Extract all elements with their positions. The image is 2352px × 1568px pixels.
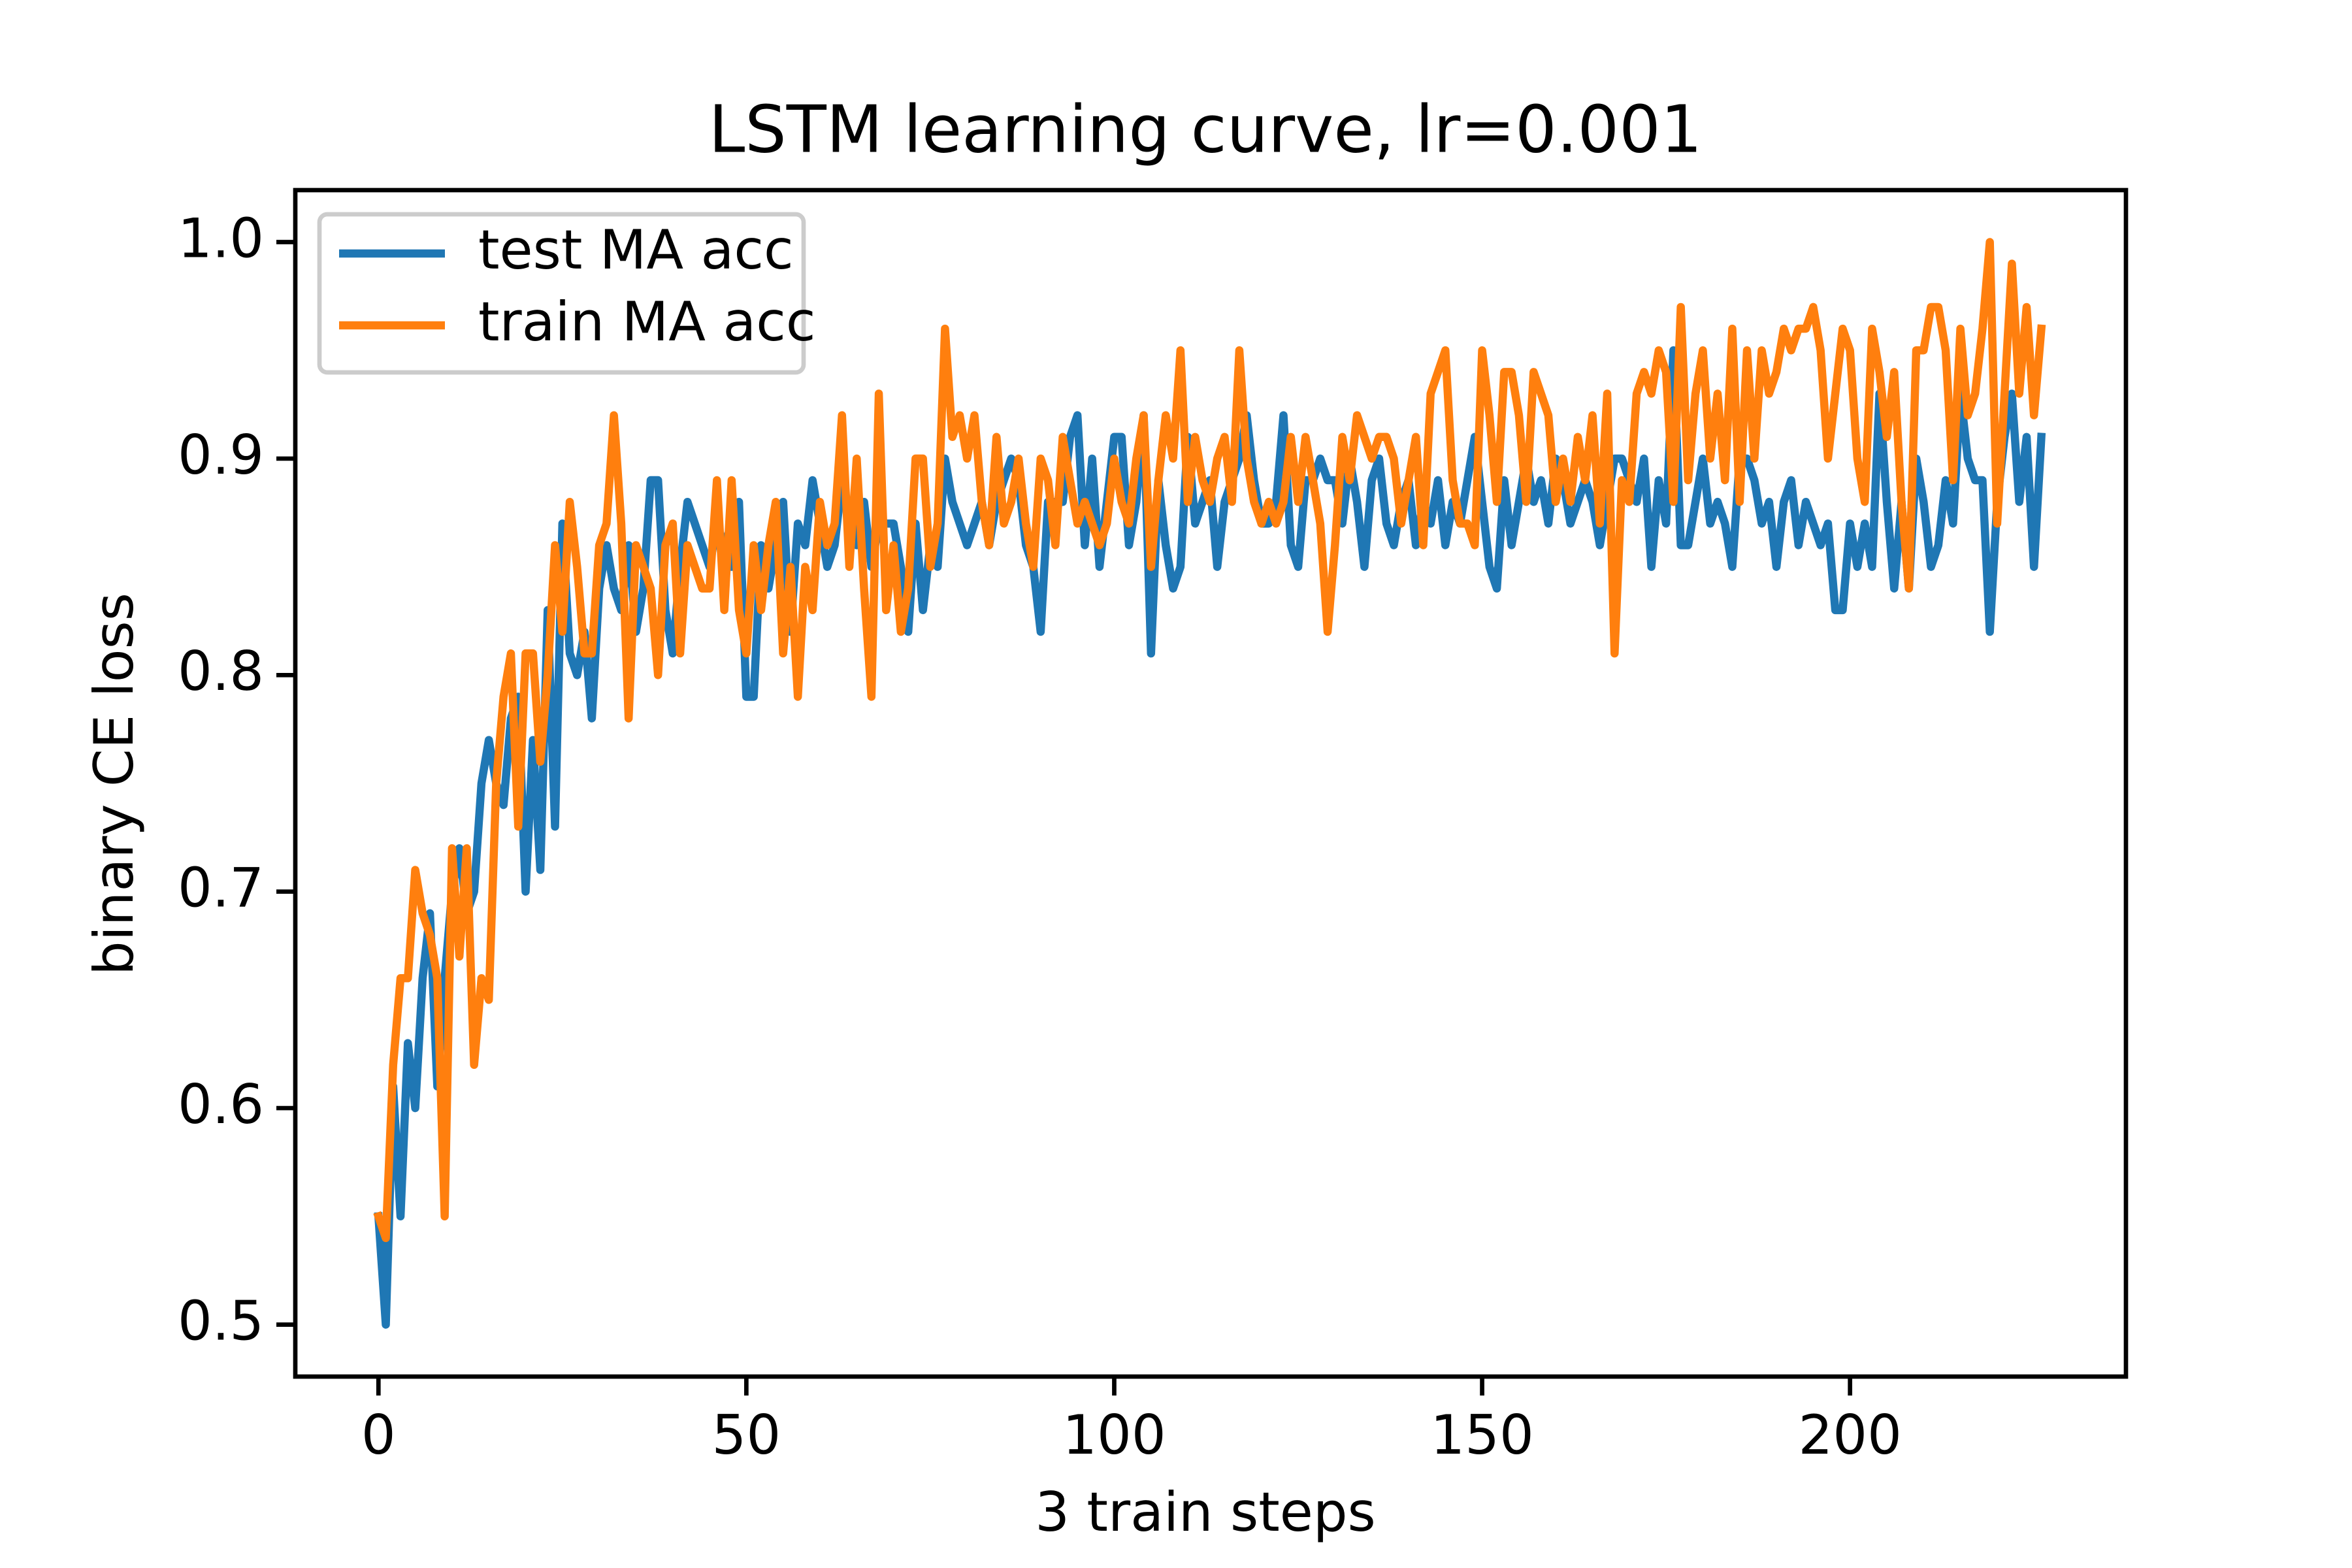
x-tick-label: 200 (1798, 1403, 1901, 1467)
x-tick-label: 150 (1430, 1403, 1533, 1467)
y-tick-label: 0.9 (178, 423, 264, 487)
chart-title: LSTM learning curve, lr=0.001 (709, 91, 1703, 167)
x-tick-label: 100 (1062, 1403, 1166, 1467)
data-line (373, 238, 2046, 1243)
y-axis-label: binary CE loss (82, 593, 146, 975)
x-tick-label: 0 (361, 1403, 396, 1467)
y-tick-label: 1.0 (178, 206, 264, 270)
legend-label: test MA acc (478, 218, 794, 282)
y-tick-label: 0.6 (178, 1073, 264, 1136)
x-axis-label: 3 train steps (1035, 1480, 1376, 1544)
legend-label: train MA acc (478, 290, 815, 353)
y-tick-label: 0.5 (178, 1289, 264, 1352)
x-tick-label: 50 (712, 1403, 781, 1467)
plot-frame (293, 188, 2129, 1379)
y-tick-label: 0.7 (178, 857, 264, 920)
y-tick-label: 0.8 (178, 640, 264, 703)
